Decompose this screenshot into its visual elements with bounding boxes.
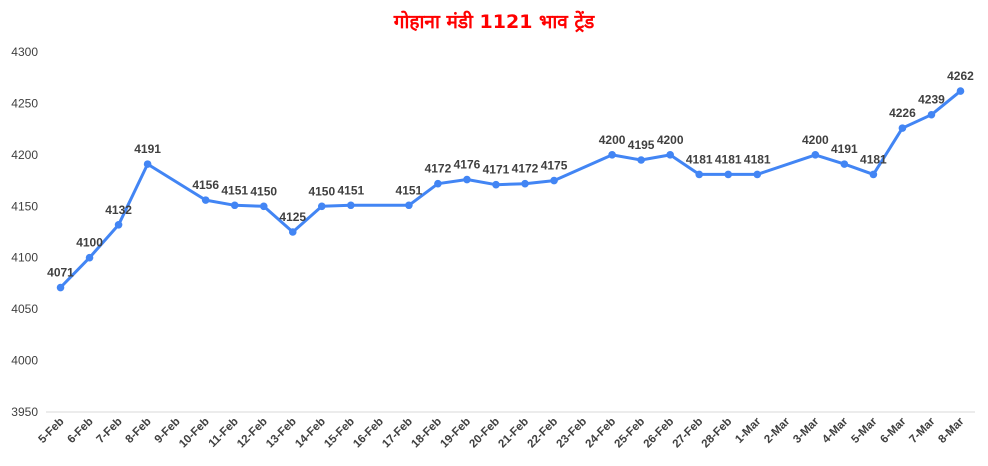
data-label: 4125: [279, 210, 306, 224]
data-point: [259, 202, 268, 211]
x-tick-label: 24-Feb: [584, 416, 619, 451]
x-tick-label: 2-Mar: [762, 415, 793, 446]
y-tick-label: 4150: [11, 199, 38, 213]
data-label: 4181: [860, 152, 887, 166]
x-tick-label: 15-Feb: [322, 416, 357, 451]
data-point: [695, 170, 704, 179]
data-point: [288, 228, 297, 236]
data-point: [753, 170, 762, 179]
x-tick-label: 12-Feb: [235, 416, 270, 451]
data-label: 4200: [599, 133, 626, 147]
data-point: [434, 179, 442, 188]
data-label: 4150: [308, 184, 335, 198]
x-tick-label: 18-Feb: [409, 416, 444, 451]
data-label: 4226: [889, 106, 916, 120]
x-tick-label: 23-Feb: [554, 416, 589, 451]
data-label: 4191: [831, 142, 858, 156]
data-label: 4132: [105, 203, 132, 217]
data-label: 4100: [76, 236, 103, 250]
data-label: 4150: [250, 184, 277, 198]
x-tick-label: 6-Feb: [65, 416, 95, 446]
data-point: [666, 151, 674, 159]
chart-title: गोहाना मंडी 1121 भाव ट्रेंड: [393, 11, 595, 33]
x-tick-label: 27-Feb: [671, 416, 706, 451]
data-label: 4175: [541, 159, 568, 173]
data-label: 4172: [512, 162, 539, 176]
x-tick-label: 6-Mar: [878, 415, 909, 446]
x-tick-label: 5-Mar: [849, 415, 880, 446]
data-label: 4195: [628, 138, 655, 152]
x-tick-label: 13-Feb: [264, 416, 299, 451]
data-point: [898, 124, 907, 132]
data-point: [347, 201, 355, 210]
data-label: 4176: [454, 158, 481, 172]
x-tick-label: 17-Feb: [380, 416, 415, 451]
data-point: [637, 156, 645, 164]
x-tick-label: 11-Feb: [207, 416, 241, 450]
data-label: 4156: [192, 178, 219, 192]
x-tick-label: 21-Feb: [496, 416, 531, 451]
data-point: [143, 160, 152, 168]
data-label: 4071: [47, 266, 74, 280]
data-label: 4151: [221, 183, 248, 197]
data-label: 4151: [337, 183, 364, 197]
data-label: 4172: [425, 162, 452, 176]
data-point: [956, 87, 965, 95]
y-tick-label: 4050: [11, 302, 38, 316]
data-point: [550, 176, 558, 185]
data-point: [201, 196, 210, 204]
data-label: 4181: [686, 152, 713, 166]
x-tick-label: 7-Mar: [907, 415, 938, 446]
data-point: [317, 202, 326, 211]
data-point: [85, 253, 94, 262]
x-tick-label: 26-Feb: [642, 416, 677, 451]
x-tick-label: 19-Feb: [438, 416, 473, 451]
data-label: 4239: [918, 93, 945, 107]
data-point: [230, 201, 239, 210]
x-tick-label: 22-Feb: [525, 416, 560, 451]
data-label: 4200: [802, 133, 829, 147]
y-tick-label: 4100: [11, 251, 38, 265]
data-point: [114, 221, 123, 229]
x-tick-label: 3-Mar: [791, 415, 822, 446]
x-tick-label: 16-Feb: [351, 416, 386, 451]
data-label: 4181: [715, 152, 742, 166]
data-point: [724, 170, 733, 179]
x-tick-label: 8-Feb: [124, 416, 154, 446]
data-label: 4171: [483, 163, 510, 177]
x-tick-label: 1-Mar: [733, 415, 764, 446]
x-tick-label: 14-Feb: [293, 416, 328, 451]
data-point: [463, 175, 471, 184]
data-point: [927, 110, 936, 119]
x-tick-label: 7-Feb: [95, 416, 125, 446]
data-point: [869, 170, 878, 179]
y-tick-label: 4000: [11, 354, 38, 368]
data-label: 4181: [744, 152, 771, 166]
data-point: [492, 180, 500, 189]
y-tick-label: 3950: [11, 405, 38, 419]
data-point: [56, 283, 65, 292]
data-point: [811, 151, 820, 159]
x-tick-label: 8-Mar: [936, 415, 967, 446]
x-tick-label: 4-Mar: [820, 415, 851, 446]
x-tick-label: 20-Feb: [467, 416, 502, 451]
data-point: [521, 179, 529, 188]
data-point: [608, 151, 616, 159]
y-tick-label: 4300: [11, 45, 38, 59]
data-label: 4151: [396, 183, 423, 197]
data-label: 4262: [947, 69, 974, 83]
y-tick-label: 4200: [11, 148, 38, 162]
series-line: [59, 89, 962, 289]
data-point: [840, 160, 849, 168]
x-tick-label: 10-Feb: [177, 416, 212, 451]
y-tick-label: 4250: [11, 96, 38, 110]
x-tick-label: 25-Feb: [613, 416, 648, 451]
data-label: 4191: [134, 142, 161, 156]
data-label: 4200: [657, 133, 684, 147]
x-tick-label: 28-Feb: [700, 416, 735, 451]
data-point: [405, 201, 413, 210]
x-tick-label: 5-Feb: [36, 416, 66, 446]
